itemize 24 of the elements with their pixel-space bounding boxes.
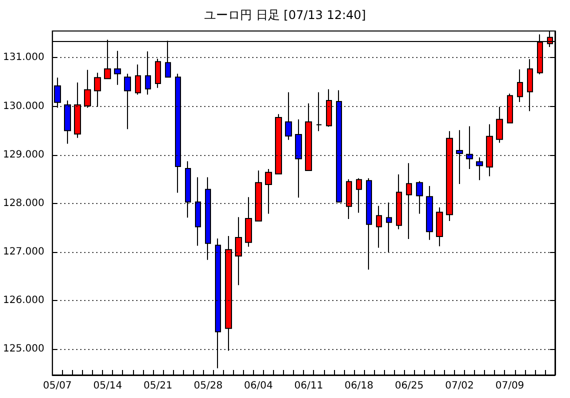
y-tick-label: 125.000 <box>2 344 44 355</box>
candlestick <box>376 205 382 248</box>
y-tick-label: 129.000 <box>2 149 44 160</box>
y-tick-label: 127.000 <box>2 246 44 258</box>
y-tick-label: 130.000 <box>2 100 44 112</box>
x-tick-label: 06/18 <box>344 380 374 392</box>
candlestick <box>476 156 483 181</box>
chart-title: ユーロ円 日足 [07/13 12:40] <box>204 8 366 22</box>
x-tick-label: 06/25 <box>394 380 424 392</box>
x-tick-label: 05/28 <box>194 380 223 392</box>
y-tick-label: 131.000 <box>2 52 44 64</box>
y-tick-label: 128.000 <box>2 198 44 209</box>
x-tick-label: 07/09 <box>495 380 524 392</box>
x-tick-label: 05/07 <box>42 380 72 392</box>
x-tick-label: 05/14 <box>93 380 122 392</box>
candlestick <box>517 68 523 102</box>
candlestick <box>436 206 443 247</box>
candlestick <box>135 64 141 96</box>
x-tick-label: 06/11 <box>294 380 324 392</box>
x-tick-label: 05/21 <box>143 380 172 392</box>
x-tick-label: 07/02 <box>445 380 474 392</box>
x-tick-label: 06/04 <box>244 380 273 392</box>
candlestick <box>496 106 503 144</box>
y-tick-label: 126.000 <box>2 295 44 306</box>
